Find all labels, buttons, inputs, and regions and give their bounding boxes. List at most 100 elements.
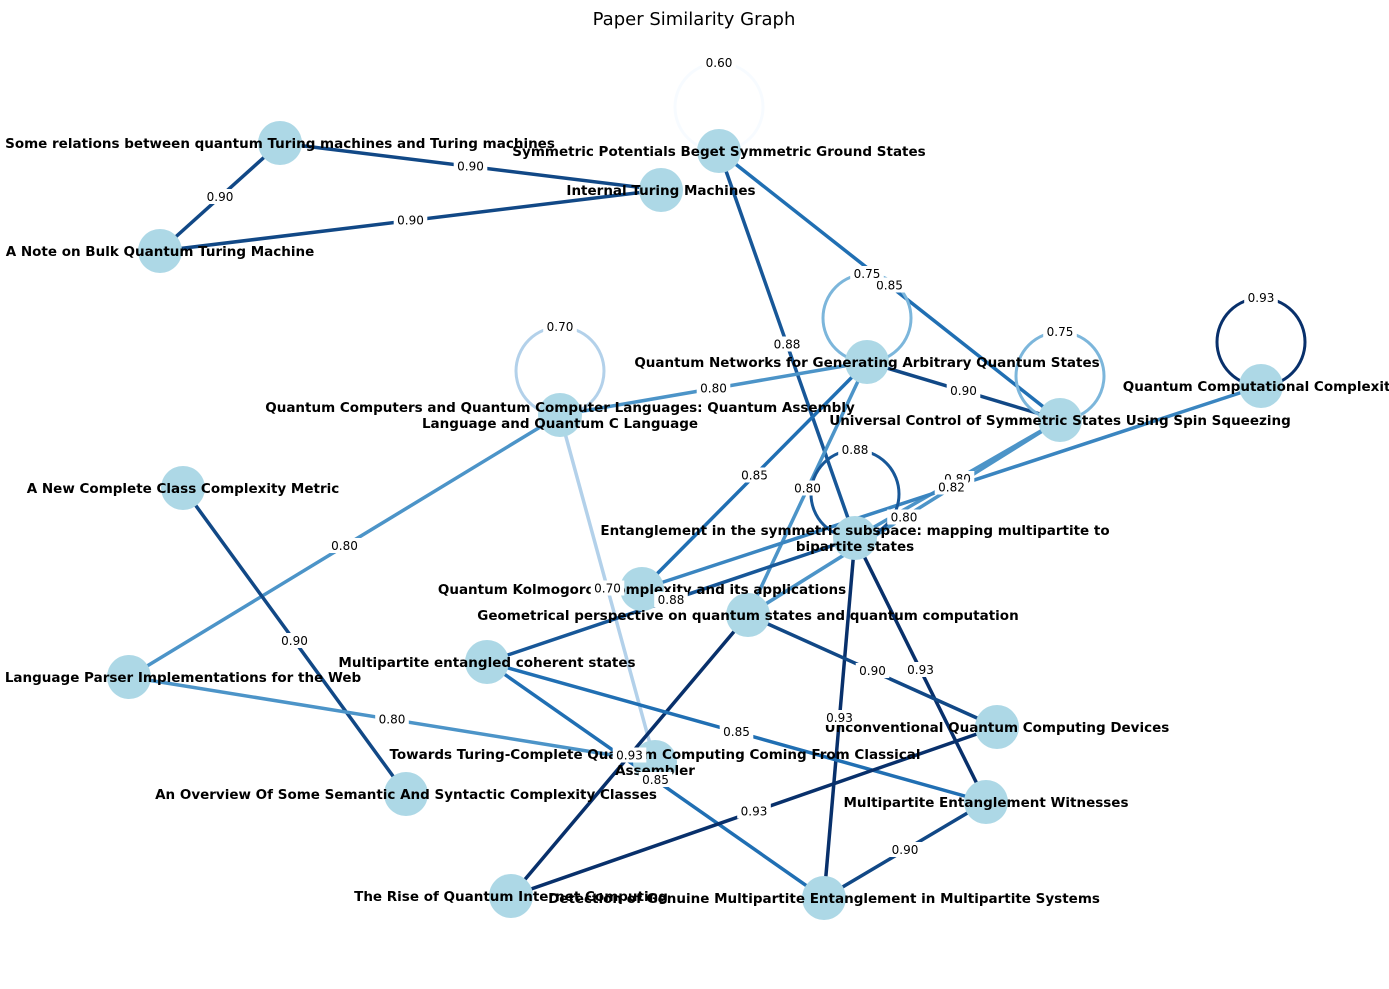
edge-weight-label-bg [543,319,577,334]
paper-node[interactable] [833,516,877,560]
paper-node-label-line: Entanglement in the symmetric subspace: … [600,523,1109,539]
paper-node[interactable] [620,567,664,611]
edge-weight-label-bg [934,479,969,495]
paper-node-label-line: bipartite states [796,539,914,555]
edge-weight-text: 0.80 [891,511,918,525]
paper-node[interactable] [726,593,770,637]
edge-weight-label: 0.93 [1244,290,1278,305]
paper-node-label: Universal Control of Symmetric States Us… [829,413,1291,429]
edge-label-layer: 0.900.900.900.600.880.850.750.80 0.900.85… [203,55,1278,857]
edge-weight-text: 0.85 [741,469,768,483]
paper-node-label: Quantum Kolmogorov complexity and its ap… [438,582,846,598]
edge-weight-label: 0.82 [934,479,969,495]
paper-node[interactable] [107,655,151,699]
edge-weight-label-bg [702,55,736,70]
edge-weight-label-bg [719,724,754,739]
edge-weight-label: 0.93 [822,710,857,725]
paper-node-label-line: Quantum Computers and Quantum Computer L… [265,400,855,416]
paper-node-label: A New Complete Class Complexity Metric [27,481,340,497]
edge-weight-label: 0.90 [946,383,981,398]
edge-weight-label-bg [696,380,731,396]
edge-weight-label-bg [654,592,688,607]
edge-weight-label-bg [872,277,907,293]
edge-weight-label-bg [453,158,488,174]
edge-weight-label-bg [203,189,237,204]
edge-weight-text: 0.70 [547,320,574,334]
edge-weight-label-bg [327,538,362,553]
paper-node-label: Quantum Computational Complexity [1123,379,1389,395]
edge-weight-label: 0.90 [453,158,488,174]
paper-node[interactable] [845,340,889,384]
paper-node[interactable] [138,229,182,273]
paper-node[interactable] [964,780,1008,824]
paper-node-label: A Note on Bulk Quantum Turing Machine [6,244,315,260]
paper-node[interactable] [1038,398,1082,442]
paper-node[interactable] [802,876,846,920]
edge-weight-label: 0.75 [850,266,884,281]
paper-node-label: The Rise of Quantum Internet Computing [354,889,668,905]
edge-weight-label: 0.80 [790,480,825,496]
paper-node-label-line: Assembler [615,763,695,779]
paper-node-label: Quantum Networks for Generating Arbitrar… [634,355,1099,371]
edge-weight-text: 0.80 [700,382,727,396]
edge-weight-label: 0.90 [277,633,312,648]
paper-node[interactable] [465,640,509,684]
edge-weight-text: 0.93 [907,663,934,677]
edge-weight-label: 0.85 [872,277,907,293]
paper-node[interactable] [975,705,1019,749]
edge-weight-label-bg [590,580,625,596]
paper-node-label-line: Towards Turing-Complete Quantum Computin… [389,747,920,763]
edge-weight-label-bg [1244,290,1278,305]
edge-weight-label: 0.90 [203,189,237,204]
edge-weight-text: 0.75 [1047,325,1074,339]
edge-weight-text: 0.80 [379,713,406,727]
paper-node[interactable] [639,168,683,212]
edge-weight-text: 0.88 [774,338,801,352]
edge-weight-label-bg [1043,324,1077,339]
paper-node[interactable] [489,874,533,918]
edge-weight-label: 0.60 [702,55,736,70]
edge-weight-label-bg [903,662,938,677]
edge-weight-text: 0.80 [794,482,821,496]
edge-weight-label-bg [375,711,409,727]
edge-weight-label-bg [277,633,312,648]
edge-weight-text: 0.80 [331,539,358,553]
paper-node[interactable] [1239,364,1283,408]
edge-weight-text: 0.60 [706,56,733,70]
edge-weight-label: 0.88 [838,442,872,457]
edge-weight-label: 0.90 [888,842,922,857]
edge-weight-label-bg [737,803,771,819]
paper-node[interactable] [384,772,428,816]
edge-weight-label: 0.85 [638,772,673,787]
edge-weight-label-bg [737,467,772,483]
paper-node-label: Entanglement in the symmetric subspace: … [600,523,1109,555]
paper-node[interactable] [258,121,302,165]
edge-weight-text: 0.90 [950,384,977,398]
edge-weight-label: 0.80 [327,538,362,553]
edge-weight-text: 0.90 [859,664,886,678]
edge-weight-text: 0.93 [616,749,643,763]
node-layer [107,121,1283,920]
node-label-layer: Some relations between quantum Turing ma… [0,136,1389,907]
edge-weight-text: 0.85 [723,725,750,739]
edge-weight-text: 0.90 [207,190,234,204]
edge-weight-label: 0.85 [719,724,754,739]
paper-node[interactable] [697,129,741,173]
edge-weight-text: 0.90 [457,160,484,174]
paper-node[interactable] [161,466,205,510]
edge-weight-text: 0.85 [876,279,903,293]
edge-weight-text: 0.93 [741,805,768,819]
edge-weight-label-bg [638,772,673,787]
edge-weight-label-bg [887,509,921,525]
paper-node[interactable] [538,393,582,437]
paper-node-label: Multipartite Entanglement Witnesses [843,795,1128,811]
edge-weight-text: 0.90 [281,634,308,648]
edge-weight-label-bg [790,480,825,496]
edge-weight-label: 0.85 [737,467,772,483]
edge-weight-label: 0.70 [590,580,625,596]
edge-weight-label: 0.80 [375,711,409,727]
edge-weight-label-bg [850,266,884,281]
edge-weight-text: 0.93 [826,711,853,725]
edge-weight-label: 0.90 [393,212,428,228]
